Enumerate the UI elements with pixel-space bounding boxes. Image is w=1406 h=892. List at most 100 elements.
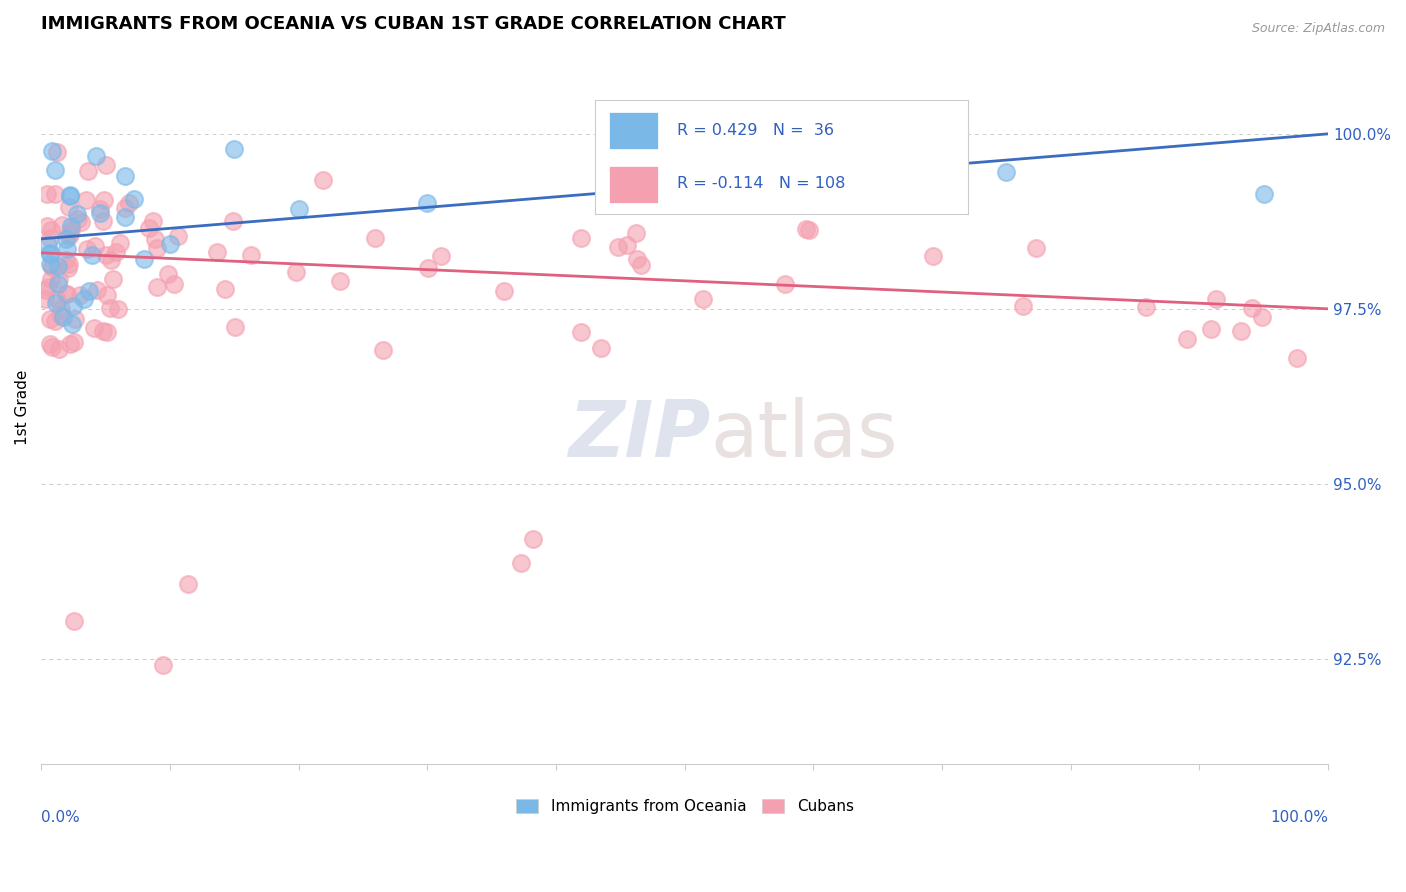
Point xyxy=(1251,310,1274,324)
Point xyxy=(114,202,136,216)
Point xyxy=(96,288,118,302)
Point xyxy=(44,186,66,201)
Point xyxy=(45,296,67,310)
Point xyxy=(46,145,69,160)
Point xyxy=(114,169,136,183)
Point xyxy=(34,292,56,306)
Point xyxy=(159,236,181,251)
Point xyxy=(76,242,98,256)
Point xyxy=(364,231,387,245)
Point xyxy=(146,241,169,255)
Point xyxy=(142,213,165,227)
Point xyxy=(96,157,118,171)
Point xyxy=(607,240,630,254)
Point xyxy=(101,272,124,286)
Point xyxy=(93,193,115,207)
Point xyxy=(58,256,80,270)
Point xyxy=(91,214,114,228)
Point xyxy=(62,318,84,332)
Point xyxy=(41,260,63,274)
Point xyxy=(1286,351,1309,366)
Point xyxy=(1175,332,1198,346)
Point xyxy=(35,186,58,201)
Point xyxy=(1135,300,1157,314)
Point xyxy=(416,260,439,275)
Point xyxy=(98,301,121,316)
Point xyxy=(1230,324,1253,338)
Point xyxy=(416,196,439,211)
Point xyxy=(328,273,350,287)
Point xyxy=(492,284,515,298)
Point xyxy=(89,206,111,220)
Point xyxy=(922,249,945,263)
Point xyxy=(794,221,817,235)
Point xyxy=(616,238,638,252)
Point xyxy=(55,231,77,245)
Text: Source: ZipAtlas.com: Source: ZipAtlas.com xyxy=(1251,22,1385,36)
Text: IMMIGRANTS FROM OCEANIA VS CUBAN 1ST GRADE CORRELATION CHART: IMMIGRANTS FROM OCEANIA VS CUBAN 1ST GRA… xyxy=(41,15,786,33)
Point xyxy=(122,192,145,206)
Point xyxy=(626,252,648,267)
Point xyxy=(39,247,62,261)
Point xyxy=(569,325,592,339)
Point xyxy=(222,214,245,228)
Point xyxy=(77,284,100,298)
Point xyxy=(51,218,73,232)
Point xyxy=(132,252,155,267)
Point xyxy=(285,265,308,279)
Point xyxy=(118,196,141,211)
Point xyxy=(157,267,180,281)
Point xyxy=(89,202,111,216)
Point xyxy=(1205,292,1227,306)
Point xyxy=(995,165,1018,179)
Point xyxy=(37,280,59,294)
Point xyxy=(46,259,69,273)
Point xyxy=(108,235,131,250)
Text: 100.0%: 100.0% xyxy=(1270,810,1329,825)
Point xyxy=(41,145,63,159)
Point xyxy=(630,258,652,272)
Point xyxy=(59,223,82,237)
Point xyxy=(63,614,86,628)
Point xyxy=(522,533,544,547)
Point xyxy=(55,253,77,268)
Point xyxy=(509,556,531,570)
Legend: Immigrants from Oceania, Cubans: Immigrants from Oceania, Cubans xyxy=(509,793,860,821)
Point xyxy=(38,257,60,271)
Point xyxy=(152,657,174,672)
Point xyxy=(39,246,62,260)
Point xyxy=(692,292,714,306)
Point xyxy=(48,277,70,291)
Point xyxy=(1012,299,1035,313)
Point xyxy=(96,325,118,339)
Point xyxy=(41,259,63,273)
Text: 0.0%: 0.0% xyxy=(41,810,80,825)
Point xyxy=(1241,301,1264,315)
Point xyxy=(105,244,128,259)
Point xyxy=(145,280,167,294)
Text: ZIP: ZIP xyxy=(568,398,710,474)
Point xyxy=(48,272,70,286)
Point xyxy=(167,228,190,243)
Point xyxy=(48,343,70,357)
Point xyxy=(1199,322,1222,336)
Point xyxy=(56,260,79,275)
Point xyxy=(41,340,63,354)
Point xyxy=(624,226,647,240)
Point xyxy=(589,341,612,355)
Point xyxy=(773,277,796,291)
Point xyxy=(58,200,80,214)
Point xyxy=(46,292,69,306)
Point xyxy=(287,202,309,216)
Point xyxy=(37,238,59,252)
Point xyxy=(59,189,82,203)
Point xyxy=(224,320,246,334)
Point xyxy=(59,336,82,351)
Text: atlas: atlas xyxy=(710,398,898,474)
Point xyxy=(801,174,824,188)
Point xyxy=(35,283,58,297)
Point xyxy=(239,248,262,262)
Point xyxy=(63,312,86,326)
Point xyxy=(52,310,75,324)
Point xyxy=(39,272,62,286)
